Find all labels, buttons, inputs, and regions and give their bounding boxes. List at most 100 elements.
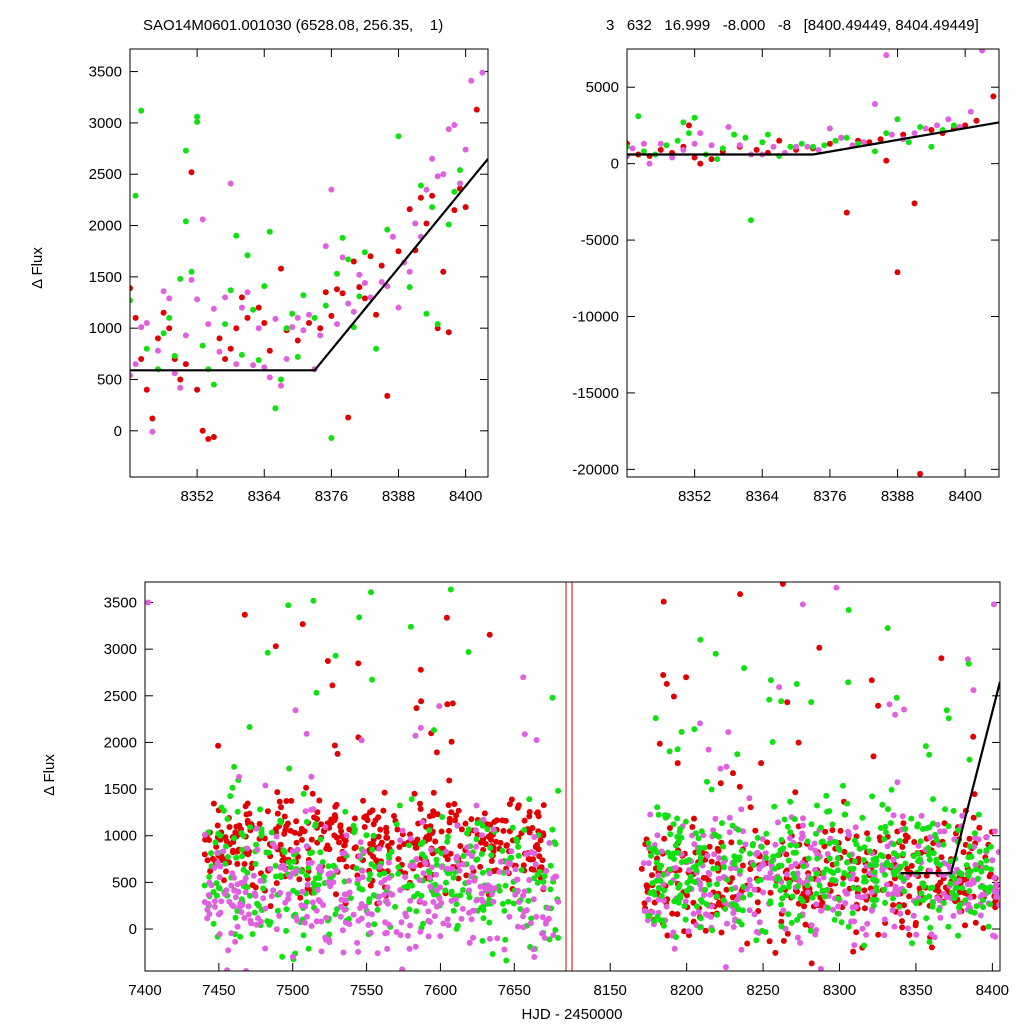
bottom-point-magenta [751, 886, 758, 893]
bottom-point-magenta [327, 870, 334, 877]
bottom-point-green [870, 856, 877, 863]
bottom-point-red [508, 796, 515, 803]
bottom-point-green [731, 853, 738, 860]
bottom-point-red [369, 841, 376, 848]
bottom-point-magenta [330, 879, 337, 886]
bottom-point-red [962, 922, 968, 929]
bottom-point-green [417, 841, 424, 848]
bottom-point-green [460, 887, 466, 893]
bottom-point-magenta [853, 903, 860, 910]
bottom-point-green [740, 894, 747, 901]
bottom-point-green [897, 863, 904, 870]
bottom-point-green [653, 859, 660, 866]
bottom-point-red [656, 740, 663, 747]
bottom-point-green [450, 907, 457, 914]
bottom-point-red [291, 829, 298, 836]
bottom-point-green [208, 850, 214, 857]
bottom-point-magenta [820, 874, 827, 881]
bottom-point-green [896, 903, 903, 910]
bottom-point-magenta [852, 824, 859, 831]
bottom-point-green [433, 856, 440, 863]
bottom-point-green [714, 881, 720, 888]
top-left-point-magenta [445, 126, 452, 133]
bottom-point-green [720, 897, 727, 904]
bottom-point-green [753, 937, 760, 944]
bottom-point-magenta [327, 883, 334, 890]
bottom-point-magenta [705, 746, 712, 753]
top-left-point-red [222, 356, 229, 362]
bottom-point-magenta [304, 881, 311, 888]
bottom-point-green [413, 908, 420, 915]
bottom-point-magenta [543, 867, 550, 874]
bottom-point-green [666, 866, 673, 873]
bottom-point-red [899, 918, 905, 925]
bottom-point-red [778, 918, 785, 925]
bottom-point-magenta [468, 872, 475, 879]
bottom-point-green [222, 860, 229, 867]
bottom-point-green [980, 897, 986, 904]
bottom-point-red [299, 621, 306, 628]
bottom-point-red [528, 866, 535, 873]
top-left-point-red [278, 265, 284, 272]
bottom-point-magenta [430, 899, 437, 905]
bottom-point-magenta [471, 877, 478, 884]
bottom-point-magenta [701, 891, 708, 898]
bottom-point-red [666, 825, 673, 831]
bottom-point-green [652, 715, 659, 722]
bottom-point-green [963, 862, 970, 869]
bottom-point-magenta [824, 851, 831, 857]
bottom-point-green [851, 858, 858, 865]
bottom-point-green [838, 919, 845, 926]
top-left-point-magenta [429, 155, 436, 162]
bottom-point-green [812, 830, 819, 837]
bottom-point-green [860, 857, 867, 863]
bottom-point-green [503, 957, 510, 964]
bottom-point-green [965, 868, 972, 875]
bottom-point-red [352, 844, 359, 851]
bottom-point-magenta [950, 912, 957, 919]
bottom-point-green [927, 885, 934, 892]
bottom-point-red [638, 865, 645, 872]
bottom-point-red [417, 800, 423, 807]
top-left-point-green [138, 107, 145, 114]
bottom-point-magenta [512, 866, 519, 873]
bottom-point-magenta [322, 824, 329, 830]
bottom-point-magenta [473, 843, 480, 850]
right-title: 3 632 16.999 -8.000 -8 [8400.49449, 8404… [606, 17, 979, 34]
top-left-point-red [227, 345, 234, 352]
bottom-point-red [214, 822, 221, 829]
bottom-point-magenta [468, 853, 475, 859]
bottom-point-green [850, 884, 857, 891]
bottom-point-magenta [983, 833, 990, 840]
bottom-point-red [297, 894, 304, 901]
bottom-point-magenta [262, 945, 269, 952]
bottom-point-green [201, 882, 208, 889]
bottom-point-magenta [494, 935, 501, 942]
bottom-point-red [383, 824, 390, 831]
bottom-point-magenta [812, 847, 819, 854]
bottom-point-green [316, 875, 323, 881]
bottom-point-red [417, 862, 423, 869]
bottom-point-red [272, 643, 279, 650]
bottom-point-magenta [404, 932, 411, 939]
bottom-panel: 0 500 1000 1500 2000 2500 3000 3500 7400 7450 7500… [104, 581, 1009, 999]
bottom-point-magenta [885, 891, 892, 898]
bottom-point-green [947, 858, 954, 865]
top-left-point-red [317, 325, 324, 332]
bottom-point-green [841, 870, 848, 876]
bottom-point-magenta [431, 913, 438, 920]
bottom-point-green [971, 830, 978, 837]
bottom-point-green [371, 921, 378, 928]
bottom-point-red [446, 777, 453, 784]
bottom-point-magenta [776, 684, 783, 691]
top-right-point-red [928, 127, 935, 133]
bottom-point-green [808, 699, 815, 706]
bottom-point-green [980, 904, 987, 911]
bottom-point-magenta [355, 876, 362, 883]
bottom-point-magenta [355, 948, 362, 955]
bottom-point-green [747, 850, 753, 857]
bottom-point-red [293, 839, 300, 846]
bottom-point-green [977, 860, 984, 867]
bottom-point-red [534, 809, 541, 816]
top-left-ytick-label: 1000 [89, 320, 122, 337]
